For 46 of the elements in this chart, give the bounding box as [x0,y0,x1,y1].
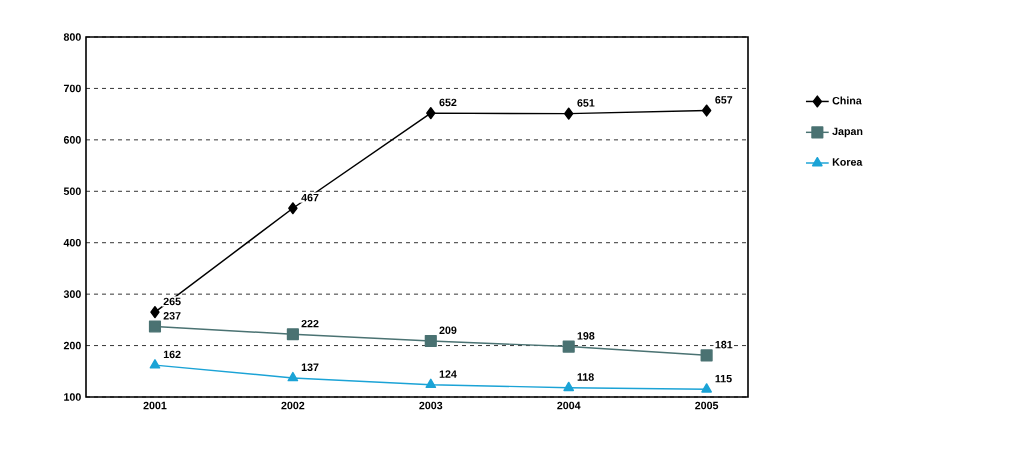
y-tick-label: 600 [63,136,81,144]
point [563,107,574,120]
point [148,320,162,333]
data-label: 209 [439,326,457,335]
point [701,104,712,117]
data-label: 652 [439,98,457,107]
point [701,383,712,393]
point [286,328,299,341]
data-label: 137 [301,363,319,372]
data-label: 162 [163,350,181,359]
data-label: 181 [715,340,733,349]
data-label: 115 [715,374,732,383]
point [563,381,575,392]
x-tick-label: 2003 [419,401,443,410]
x-tick-label: 2001 [143,401,167,410]
data-label: 657 [715,96,733,104]
y-tick-label: 500 [63,187,81,196]
point [562,340,575,353]
point [150,306,160,319]
y-tick-label: 300 [63,290,81,298]
data-label: 198 [577,332,595,340]
point [287,371,299,382]
x-tick-label: 2004 [557,401,581,410]
legend-label: China [832,96,862,105]
data-label: 222 [301,319,319,328]
data-label: 265 [163,297,181,306]
data-label: 467 [301,193,319,202]
y-tick-label: 700 [63,84,81,93]
point [149,359,161,369]
x-tick-label: 2005 [695,401,719,410]
point [425,378,437,389]
point [426,107,436,120]
data-label: 237 [163,312,181,320]
y-tick-label: 200 [63,341,81,350]
y-tick-label: 100 [64,393,81,401]
data-label: 118 [577,373,594,381]
legend-label: Korea [832,158,863,166]
data-label: 124 [439,370,457,378]
x-tick-label: 2002 [281,401,305,410]
y-tick-label: 400 [63,238,81,247]
data-label: 651 [577,99,595,107]
point [424,334,437,348]
legend-label: Japan [832,127,863,138]
point [288,202,298,215]
y-tick-label: 800 [63,33,81,41]
point [700,349,713,362]
